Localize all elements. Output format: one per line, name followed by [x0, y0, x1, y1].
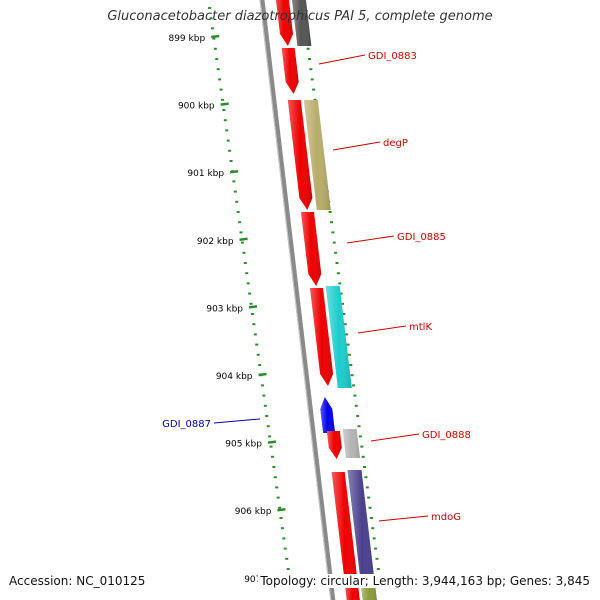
scale-tick-label: 905 kbp [225, 440, 262, 450]
backbone-line [259, 0, 336, 600]
cog-bar-shine [342, 429, 360, 458]
gene-feature-shine [281, 48, 299, 94]
gene-feature-shine [326, 431, 342, 459]
gene-label-mdoG: mdoG [431, 512, 461, 523]
cog-bar-shine [361, 585, 377, 600]
scale-tick-label: 906 kbp [235, 507, 272, 517]
label-leader [357, 325, 407, 334]
scale-tick-label: 903 kbp [206, 304, 243, 314]
cog-bar-shine [347, 470, 377, 600]
major-tick [267, 440, 277, 444]
gene-feature-shine [345, 585, 360, 600]
accession-text: Accession: NC_010125 [7, 574, 148, 588]
label-leader [318, 54, 366, 65]
map-title: Gluconacetobacter diazotrophicus PAI 5, … [107, 9, 493, 24]
genome-summary-text: Topology: circular; Length: 3,944,163 bp… [258, 574, 592, 588]
scale-tick-label: 900 kbp [178, 102, 215, 112]
gene-label-mtlK: mtlK [409, 322, 432, 333]
label-leader [370, 433, 420, 442]
label-leader [213, 418, 261, 424]
gene-feature-shine [275, 0, 293, 46]
gene-feature-shine [331, 472, 359, 600]
gene-feature-shine [301, 212, 322, 286]
major-tick [277, 507, 286, 512]
major-tick [248, 305, 258, 309]
scale-tick-label: 899 kbp [168, 34, 205, 44]
gene-label-GDI_0883: GDI_0883 [368, 51, 417, 62]
major-tick [229, 169, 239, 174]
cog-bar-shine [303, 100, 331, 210]
label-leader [332, 141, 381, 151]
gene-label-degP: degP [383, 138, 408, 149]
major-tick [239, 237, 248, 242]
cog-bar-shine [291, 0, 312, 46]
major-tick [211, 34, 220, 39]
scale-tick-label: 902 kbp [197, 237, 234, 247]
scale-tick-label: 904 kbp [216, 372, 253, 382]
gene-features [275, 0, 377, 600]
major-tick [220, 102, 229, 106]
gene-label-GDI_0885: GDI_0885 [397, 232, 446, 243]
label-leader [378, 515, 429, 522]
gene-feature-shine [287, 100, 313, 210]
gene-labels: GDI_0883 degP GDI_0885 mtlK GDI_0887 GDI_0888… [162, 51, 471, 523]
cog-bar-shine [325, 286, 352, 388]
scale-tick-label: 901 kbp [187, 169, 224, 179]
gene-feature-shine [320, 397, 336, 433]
major-tick [258, 372, 267, 377]
label-leader [346, 235, 395, 244]
backbone [259, 0, 336, 600]
gene-feature-shine [310, 288, 334, 386]
gene-label-GDI_0888: GDI_0888 [422, 430, 471, 441]
backbone-highlight [259, 0, 332, 600]
gene-label-GDI_0887: GDI_0887 [162, 419, 211, 430]
